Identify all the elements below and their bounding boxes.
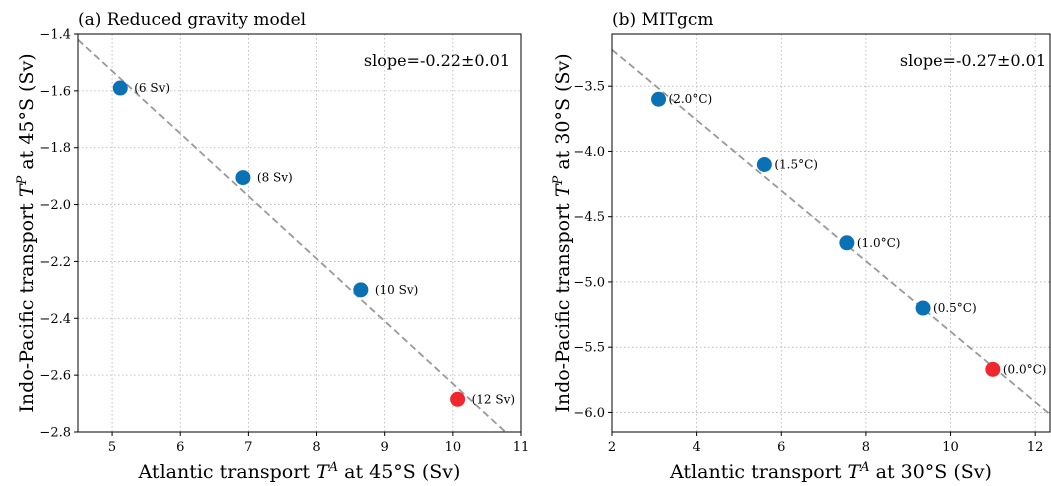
grid [78,34,521,432]
x-tick-label: 8 [862,440,870,455]
y-label-text: Indo-Pacific transport [16,197,38,413]
y-tick-label: −4.0 [573,145,605,160]
data-point-label: (8 Sv) [257,171,293,185]
x-tick-label: 8 [312,440,320,455]
data-point [450,391,466,407]
x-tick-label: 2 [608,440,616,455]
y-tick-label: −2.0 [39,198,71,213]
data-point [839,235,855,251]
y-label-tail: at 45°S (Sv) [16,53,38,175]
x-tick-label: 7 [244,440,252,455]
data-point-label: (12 Sv) [472,392,515,406]
x-tick-label: 4 [692,440,700,455]
panel-title: (b) MITgcm [612,10,714,30]
y-tick-label: −5.5 [573,341,605,356]
x-label-symbol: T [316,461,330,483]
y-tick-label: −1.4 [39,28,71,43]
x-label-superscript: A [859,460,869,475]
y-label-superscript: P [15,175,30,185]
y-axis-title: Indo-Pacific transport TP at 45°S (Sv) [15,53,39,412]
data-point [651,91,667,107]
slope-annotation: slope=-0.27±0.01 [900,51,1046,70]
x-label-tail: at 45°S (Sv) [338,461,460,483]
y-label-tail: at 30°S (Sv) [552,53,574,175]
panel-title: (a) Reduced gravity model [78,10,306,30]
x-tick-label: 10 [942,440,959,455]
x-tick-label: 6 [777,440,785,455]
x-axis-title: Atlantic transport TA at 30°S (Sv) [669,460,992,484]
x-tick-label: 10 [445,440,462,455]
y-tick-label: −6.0 [573,406,605,421]
y-tick-label: −2.2 [39,255,71,270]
plot-frame [77,33,522,433]
y-label-symbol: T [552,183,574,197]
x-tick-label: 9 [381,440,389,455]
plot-frame [611,33,1051,433]
y-label-superscript: P [551,175,566,185]
y-tick-label: −1.8 [39,141,71,156]
x-label-superscript: A [328,460,338,475]
data-point-label: (1.0°C) [857,236,901,250]
y-tick-label: −2.4 [39,312,71,327]
data-point-label: (6 Sv) [134,81,170,95]
data-point-label: (10 Sv) [375,283,418,297]
y-tick-label: −1.6 [39,84,71,99]
x-tick-label: 5 [108,440,116,455]
data-point [985,361,1001,377]
data-point [112,80,128,96]
x-label-symbol: T [848,461,862,483]
data-point [353,282,369,298]
x-axis-title: Atlantic transport TA at 45°S (Sv) [138,460,461,484]
y-axis-title: Indo-Pacific transport TP at 30°S (Sv) [551,53,575,412]
panel-b-mitgcm: 2 4 6 8 10 12 −6.0 −5.5 −5.0 −4.5 −4.0 −3.5 (2.0°C) (… [551,10,1051,483]
regression-line [612,48,1050,416]
y-tick-label: −3.5 [573,80,605,95]
data-point [756,156,772,172]
panel-a-reduced-gravity: 5 6 7 8 9 10 11 −2.8 −2.6 −2.4 −2.2 −2.0 −1.8 −1.6 −1.… [15,10,530,483]
x-label-tail: at 30°S (Sv) [870,461,992,483]
slope-annotation: slope=-0.22±0.01 [364,51,510,70]
data-point-label: (1.5°C) [774,157,818,171]
data-point-label: (0.5°C) [933,301,977,315]
y-tick-label: −5.0 [573,275,605,290]
x-tick-label: 6 [176,440,184,455]
data-point [915,300,931,316]
data-point-label: (0.0°C) [1003,362,1047,376]
grid [612,34,1050,432]
regression-line [78,39,507,432]
y-label-text: Indo-Pacific transport [552,197,574,413]
data-point-label: (2.0°C) [669,92,713,106]
x-label-text: Atlantic transport [669,461,847,483]
y-label-symbol: T [16,183,38,197]
x-label-text: Atlantic transport [138,461,316,483]
y-tick-label: −4.5 [573,210,605,225]
data-point [235,170,251,186]
x-tick-label: 11 [513,440,530,455]
x-tick-label: 12 [1027,440,1044,455]
y-tick-label: −2.8 [39,426,71,441]
y-tick-label: −2.6 [39,369,71,384]
